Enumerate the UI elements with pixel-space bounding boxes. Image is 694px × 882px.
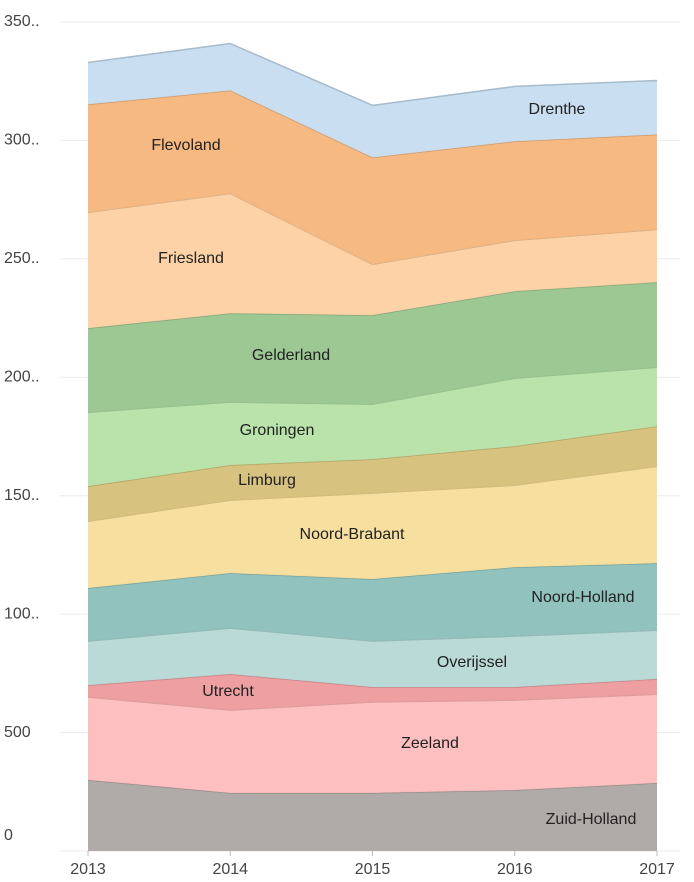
area-edge (87, 693, 658, 711)
series-label: Groningen (240, 422, 315, 439)
y-tick-label: 350.. (4, 13, 40, 30)
series-label: Noord-Brabant (300, 526, 406, 543)
area (88, 43, 657, 158)
area-edge (87, 465, 658, 523)
y-tick-label: 150.. (4, 487, 40, 504)
series-label: Friesland (158, 250, 224, 267)
area (88, 193, 657, 329)
series-label: Noord-Holland (531, 589, 634, 606)
series-label: Gelderland (252, 347, 330, 364)
x-tick-label: 2013 (70, 861, 106, 878)
x-tick-label: 2016 (497, 861, 533, 878)
y-tick-label: 100.. (4, 605, 40, 622)
y-tick-label: 500 (4, 724, 31, 741)
area (88, 674, 657, 711)
area (88, 779, 657, 851)
x-tick-label: 2017 (639, 861, 675, 878)
y-tick-label: 300.. (4, 132, 40, 149)
series-label: Overijssel (437, 654, 507, 671)
y-tick-label: 0 (4, 827, 13, 844)
area-edge (87, 42, 658, 107)
y-tick-label: 250.. (4, 250, 40, 267)
area-edge (87, 673, 658, 688)
series-label: Limburg (238, 472, 296, 489)
x-tick-label: 2014 (212, 861, 248, 878)
area (88, 628, 657, 688)
area (88, 466, 657, 589)
series-label: Flevoland (151, 137, 220, 154)
area (88, 426, 657, 522)
area (88, 282, 657, 413)
series-label: Zeeland (401, 735, 459, 752)
area (88, 90, 657, 265)
y-tick-label: 200.. (4, 369, 40, 386)
area (88, 694, 657, 793)
area (88, 563, 657, 642)
x-tick-label: 2015 (355, 861, 391, 878)
series-label: Drenthe (529, 101, 586, 118)
area (88, 367, 657, 487)
series-label: Zuid-Holland (546, 811, 637, 828)
series-label: Utrecht (202, 683, 254, 700)
